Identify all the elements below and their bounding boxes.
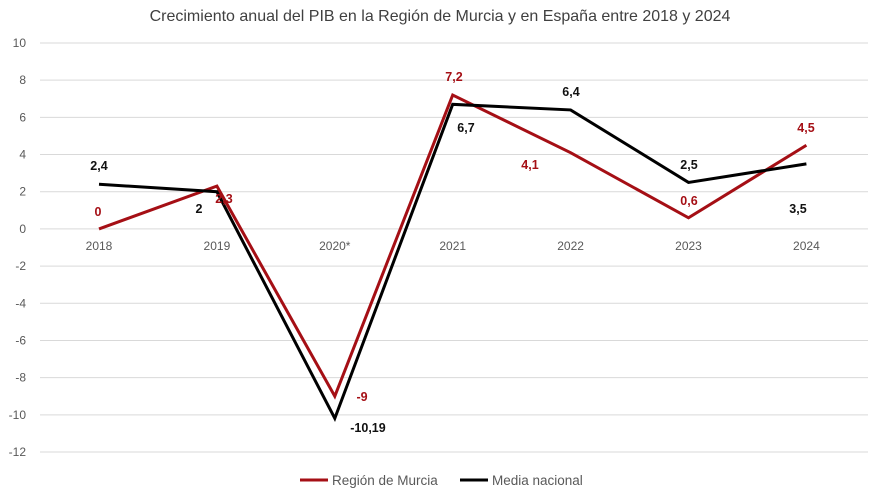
- series-line-nacional: [98, 102, 807, 423]
- legend-label-murcia: Región de Murcia: [332, 473, 438, 488]
- y-tick-label: -8: [15, 371, 26, 385]
- y-tick-label: 4: [19, 148, 26, 162]
- x-tick-label: 2024: [793, 239, 820, 253]
- data-label: 0: [95, 205, 102, 219]
- series-lines: [98, 92, 808, 423]
- data-label: -9: [356, 390, 367, 404]
- gridlines: [40, 42, 868, 453]
- data-label: -10,19: [350, 421, 385, 435]
- y-tick-label: -4: [15, 296, 26, 310]
- y-axis-ticks: 10 8 6 4 2 0 -2 -4 -6 -8 -10 -12: [9, 36, 27, 459]
- x-tick-label: 2020*: [319, 239, 351, 253]
- y-tick-label: -2: [15, 259, 26, 273]
- x-tick-label: 2018: [86, 239, 113, 253]
- data-label: 2: [196, 202, 203, 216]
- data-label: 2,5: [680, 158, 697, 172]
- y-tick-label: -12: [9, 445, 27, 459]
- legend: Región de Murcia Media nacional: [300, 473, 583, 488]
- data-label: 4,1: [521, 158, 538, 172]
- data-label: 2,4: [90, 159, 107, 173]
- series-line-murcia: [98, 92, 808, 400]
- x-tick-label: 2022: [557, 239, 584, 253]
- chart-title: Crecimiento anual del PIB en la Región d…: [150, 8, 731, 25]
- data-label: 0,6: [680, 194, 697, 208]
- data-labels: 0 2,3 -9 7,2 4,1 0,6 4,5 2,4 2 -10,19 6,7 6,4 2,5 3,5: [90, 70, 814, 435]
- y-tick-label: 2: [19, 185, 26, 199]
- data-label: 3,5: [789, 202, 806, 216]
- x-tick-label: 2023: [675, 239, 702, 253]
- x-tick-label: 2021: [439, 239, 466, 253]
- y-tick-label: 0: [19, 222, 26, 236]
- x-tick-label: 2019: [204, 239, 231, 253]
- data-label: 2,3: [215, 192, 232, 206]
- y-tick-label: 6: [19, 110, 26, 124]
- y-tick-label: -6: [15, 333, 26, 347]
- y-tick-label: 10: [13, 36, 27, 50]
- data-label: 6,7: [457, 121, 474, 135]
- x-axis-ticks: 2018 2019 2020* 2021 2022 2023 2024: [86, 239, 820, 253]
- y-tick-label: -10: [9, 408, 27, 422]
- data-label: 4,5: [797, 121, 814, 135]
- data-label: 7,2: [445, 70, 462, 84]
- y-tick-label: 8: [19, 73, 26, 87]
- legend-label-nacional: Media nacional: [492, 473, 583, 488]
- data-label: 6,4: [562, 85, 579, 99]
